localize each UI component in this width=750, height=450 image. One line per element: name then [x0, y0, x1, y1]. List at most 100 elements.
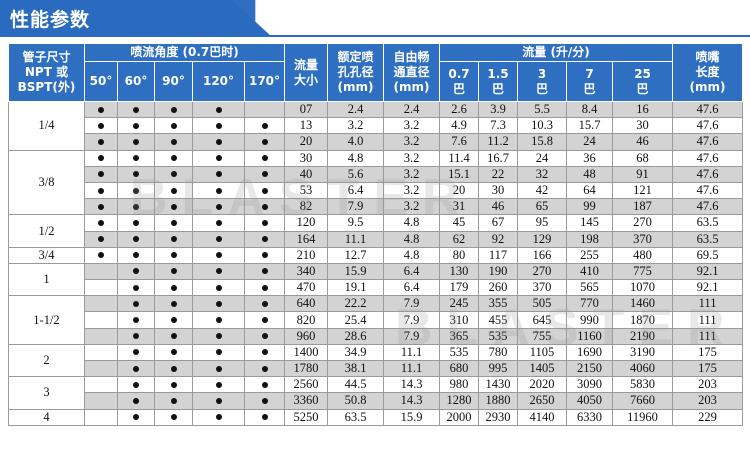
flow-rate-cell: 2000	[439, 408, 480, 426]
header-nozzle-length: 喷嘴 长度 (mm)	[672, 43, 744, 102]
free-passage-cell: 14.3	[383, 392, 441, 410]
bullet-icon	[215, 106, 222, 113]
flow-rate-cell: 30	[612, 117, 674, 135]
bullet-icon	[215, 381, 222, 388]
angle-availability-cell	[243, 408, 286, 426]
angle-availability-cell	[117, 230, 155, 248]
flow-rate-cell: 4050	[566, 392, 614, 410]
flow-rate-cell: 24	[566, 133, 614, 151]
angle-availability-cell	[243, 100, 286, 119]
angle-availability-cell	[154, 359, 193, 378]
pipe-size-cell: 3	[8, 376, 85, 410]
flow-rate-cell: 7660	[612, 392, 674, 410]
header-spray-angle: 喷流角度 (0.7巴时)	[83, 43, 286, 62]
flow-rate-cell: 11960	[612, 408, 674, 426]
flow-rate-cell: 1690	[566, 343, 614, 362]
flow-code-cell: 1400	[284, 343, 329, 362]
flow-rate-cell: 755	[517, 327, 568, 345]
orifice-cell: 4.0	[327, 133, 385, 151]
bullet-icon	[215, 284, 222, 291]
angle-availability-cell	[192, 311, 245, 329]
header-pressure: 25 巴	[612, 61, 674, 102]
pipe-size-cell: 3/8	[8, 149, 85, 216]
pipe-size-cell: 1/4	[8, 101, 85, 151]
orifice-cell: 4.8	[327, 149, 385, 167]
table-row: 3/4 210 12.7 4.8 80 117 166 255 480 69.5	[8, 246, 744, 264]
flow-rate-cell: 2.6	[439, 100, 480, 119]
bullet-icon	[215, 349, 222, 356]
angle-availability-cell	[117, 133, 155, 151]
angle-availability-cell	[154, 149, 193, 167]
flow-rate-cell: 67	[478, 214, 519, 232]
angle-availability-cell	[243, 262, 286, 281]
bullet-icon	[215, 365, 222, 372]
flow-rate-cell: 190	[478, 262, 519, 281]
table-row: 1-1/2 640 22.2 7.9 245 355 505 770 1460 111	[8, 295, 744, 345]
bullet-icon	[170, 187, 177, 194]
flow-code-cell: 20	[284, 133, 329, 151]
angle-availability-cell	[192, 262, 245, 281]
angle-availability-cell	[84, 230, 118, 248]
angle-availability-cell	[154, 198, 193, 216]
bullet-icon	[170, 317, 177, 323]
angle-availability-cell	[154, 214, 193, 232]
flow-rate-cell: 270	[612, 214, 674, 232]
angle-availability-cell	[117, 343, 155, 362]
angle-availability-cell	[117, 376, 155, 394]
angle-availability-cell	[243, 117, 286, 135]
angle-availability-cell	[243, 165, 286, 183]
free-passage-cell: 7.9	[383, 295, 441, 313]
free-passage-cell: 11.1	[383, 343, 441, 362]
flow-rate-cell: 11.2	[478, 133, 519, 151]
header-angle: 120°	[192, 61, 245, 102]
bullet-icon	[133, 138, 139, 145]
bullet-icon	[215, 268, 222, 275]
pipe-size-cell: 2	[8, 343, 85, 378]
flow-rate-cell: 1880	[478, 392, 519, 410]
bullet-icon	[98, 252, 104, 259]
angle-availability-cell	[243, 133, 286, 151]
pipe-size-cell: 1/2	[8, 214, 85, 248]
orifice-cell: 19.1	[327, 279, 385, 297]
bullet-icon	[133, 187, 139, 194]
angle-availability-cell	[243, 376, 286, 394]
bullet-icon	[261, 219, 268, 226]
free-passage-cell: 6.4	[383, 262, 441, 281]
angle-availability-cell	[192, 408, 245, 426]
flow-rate-cell: 36	[566, 149, 614, 167]
free-passage-cell: 15.9	[383, 408, 441, 426]
flow-rate-cell: 980	[439, 376, 480, 394]
angle-availability-cell	[243, 230, 286, 248]
orifice-cell: 6.4	[327, 181, 385, 200]
angle-availability-cell	[243, 198, 286, 216]
table-header: 管子尺寸 NPT 或 BSPT(外) 喷流角度 (0.7巴时) 流量 大小 额定喷…	[8, 43, 744, 102]
orifice-cell: 11.1	[327, 230, 385, 248]
flow-rate-cell: 65	[517, 198, 568, 216]
flow-rate-cell: 7.6	[439, 133, 480, 151]
flow-rate-cell: 15.7	[566, 117, 614, 135]
angle-availability-cell	[243, 392, 286, 410]
flow-code-cell: 210	[284, 246, 329, 264]
angle-availability-cell	[84, 327, 118, 345]
angle-availability-cell	[243, 279, 286, 297]
flow-rate-cell: 1160	[566, 327, 614, 345]
flow-rate-cell: 780	[478, 343, 519, 362]
nozzle-length-cell: 175	[672, 359, 744, 378]
flow-rate-cell: 11.4	[439, 149, 480, 167]
angle-availability-cell	[84, 100, 118, 119]
bullet-icon	[133, 397, 139, 404]
bullet-icon	[170, 381, 177, 388]
angle-availability-cell	[117, 214, 155, 232]
nozzle-length-cell: 92.1	[672, 279, 744, 297]
flow-rate-cell: 31	[439, 198, 480, 216]
nozzle-length-cell: 203	[672, 392, 744, 410]
pipe-size-cell: 4	[8, 408, 85, 426]
flow-rate-cell: 1405	[517, 359, 568, 378]
flow-rate-cell: 15.1	[439, 165, 480, 183]
flow-rate-cell: 680	[439, 359, 480, 378]
orifice-cell: 5.6	[327, 165, 385, 183]
table-row: 164 11.1 4.8 62 92 129 198 370 63.5	[9, 230, 744, 248]
bullet-icon	[170, 171, 177, 178]
bullet-icon	[261, 397, 268, 404]
